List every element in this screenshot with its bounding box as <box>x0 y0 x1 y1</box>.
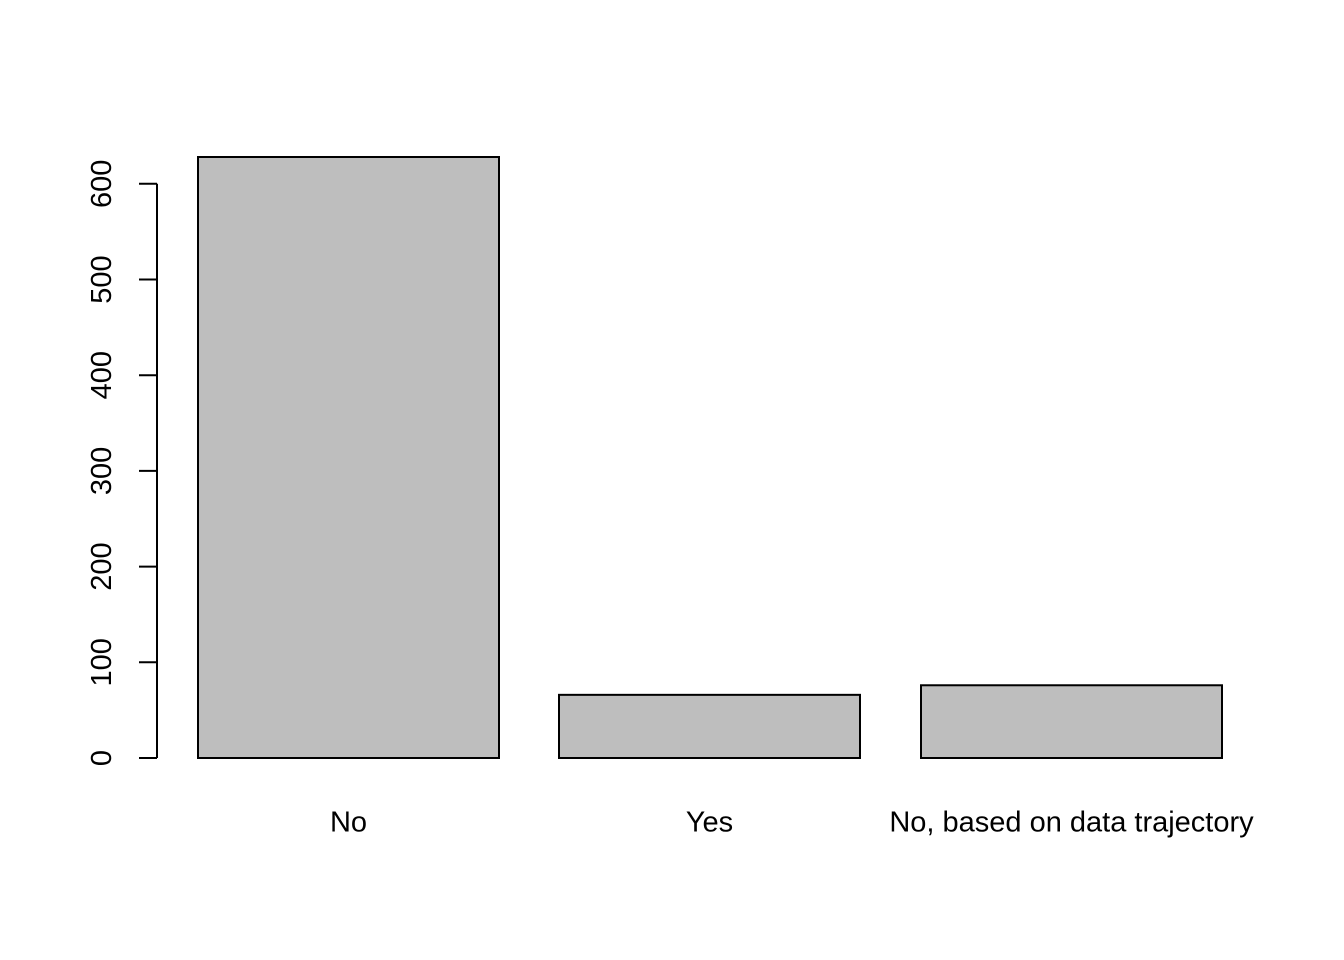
x-category-label: No <box>330 807 367 839</box>
y-tick-label: 300 <box>86 447 118 495</box>
y-tick-label: 500 <box>86 255 118 303</box>
y-tick-label: 0 <box>86 750 118 766</box>
bar-no <box>197 156 500 759</box>
x-axis-labels: No Yes No, based on data trajectory <box>330 807 1254 839</box>
y-tick-label: 100 <box>86 638 118 686</box>
bars-layer <box>197 156 1223 760</box>
bar-no-based-on-data-trajectory <box>920 684 1223 760</box>
y-tick-label: 400 <box>86 351 118 399</box>
y-tick-label: 600 <box>86 160 118 208</box>
y-axis: 0 100 200 300 400 500 600 <box>86 160 158 766</box>
x-category-label: No, based on data trajectory <box>889 807 1254 839</box>
y-tick-label: 200 <box>86 542 118 590</box>
bar-yes <box>558 693 861 760</box>
x-category-label: Yes <box>686 807 733 839</box>
